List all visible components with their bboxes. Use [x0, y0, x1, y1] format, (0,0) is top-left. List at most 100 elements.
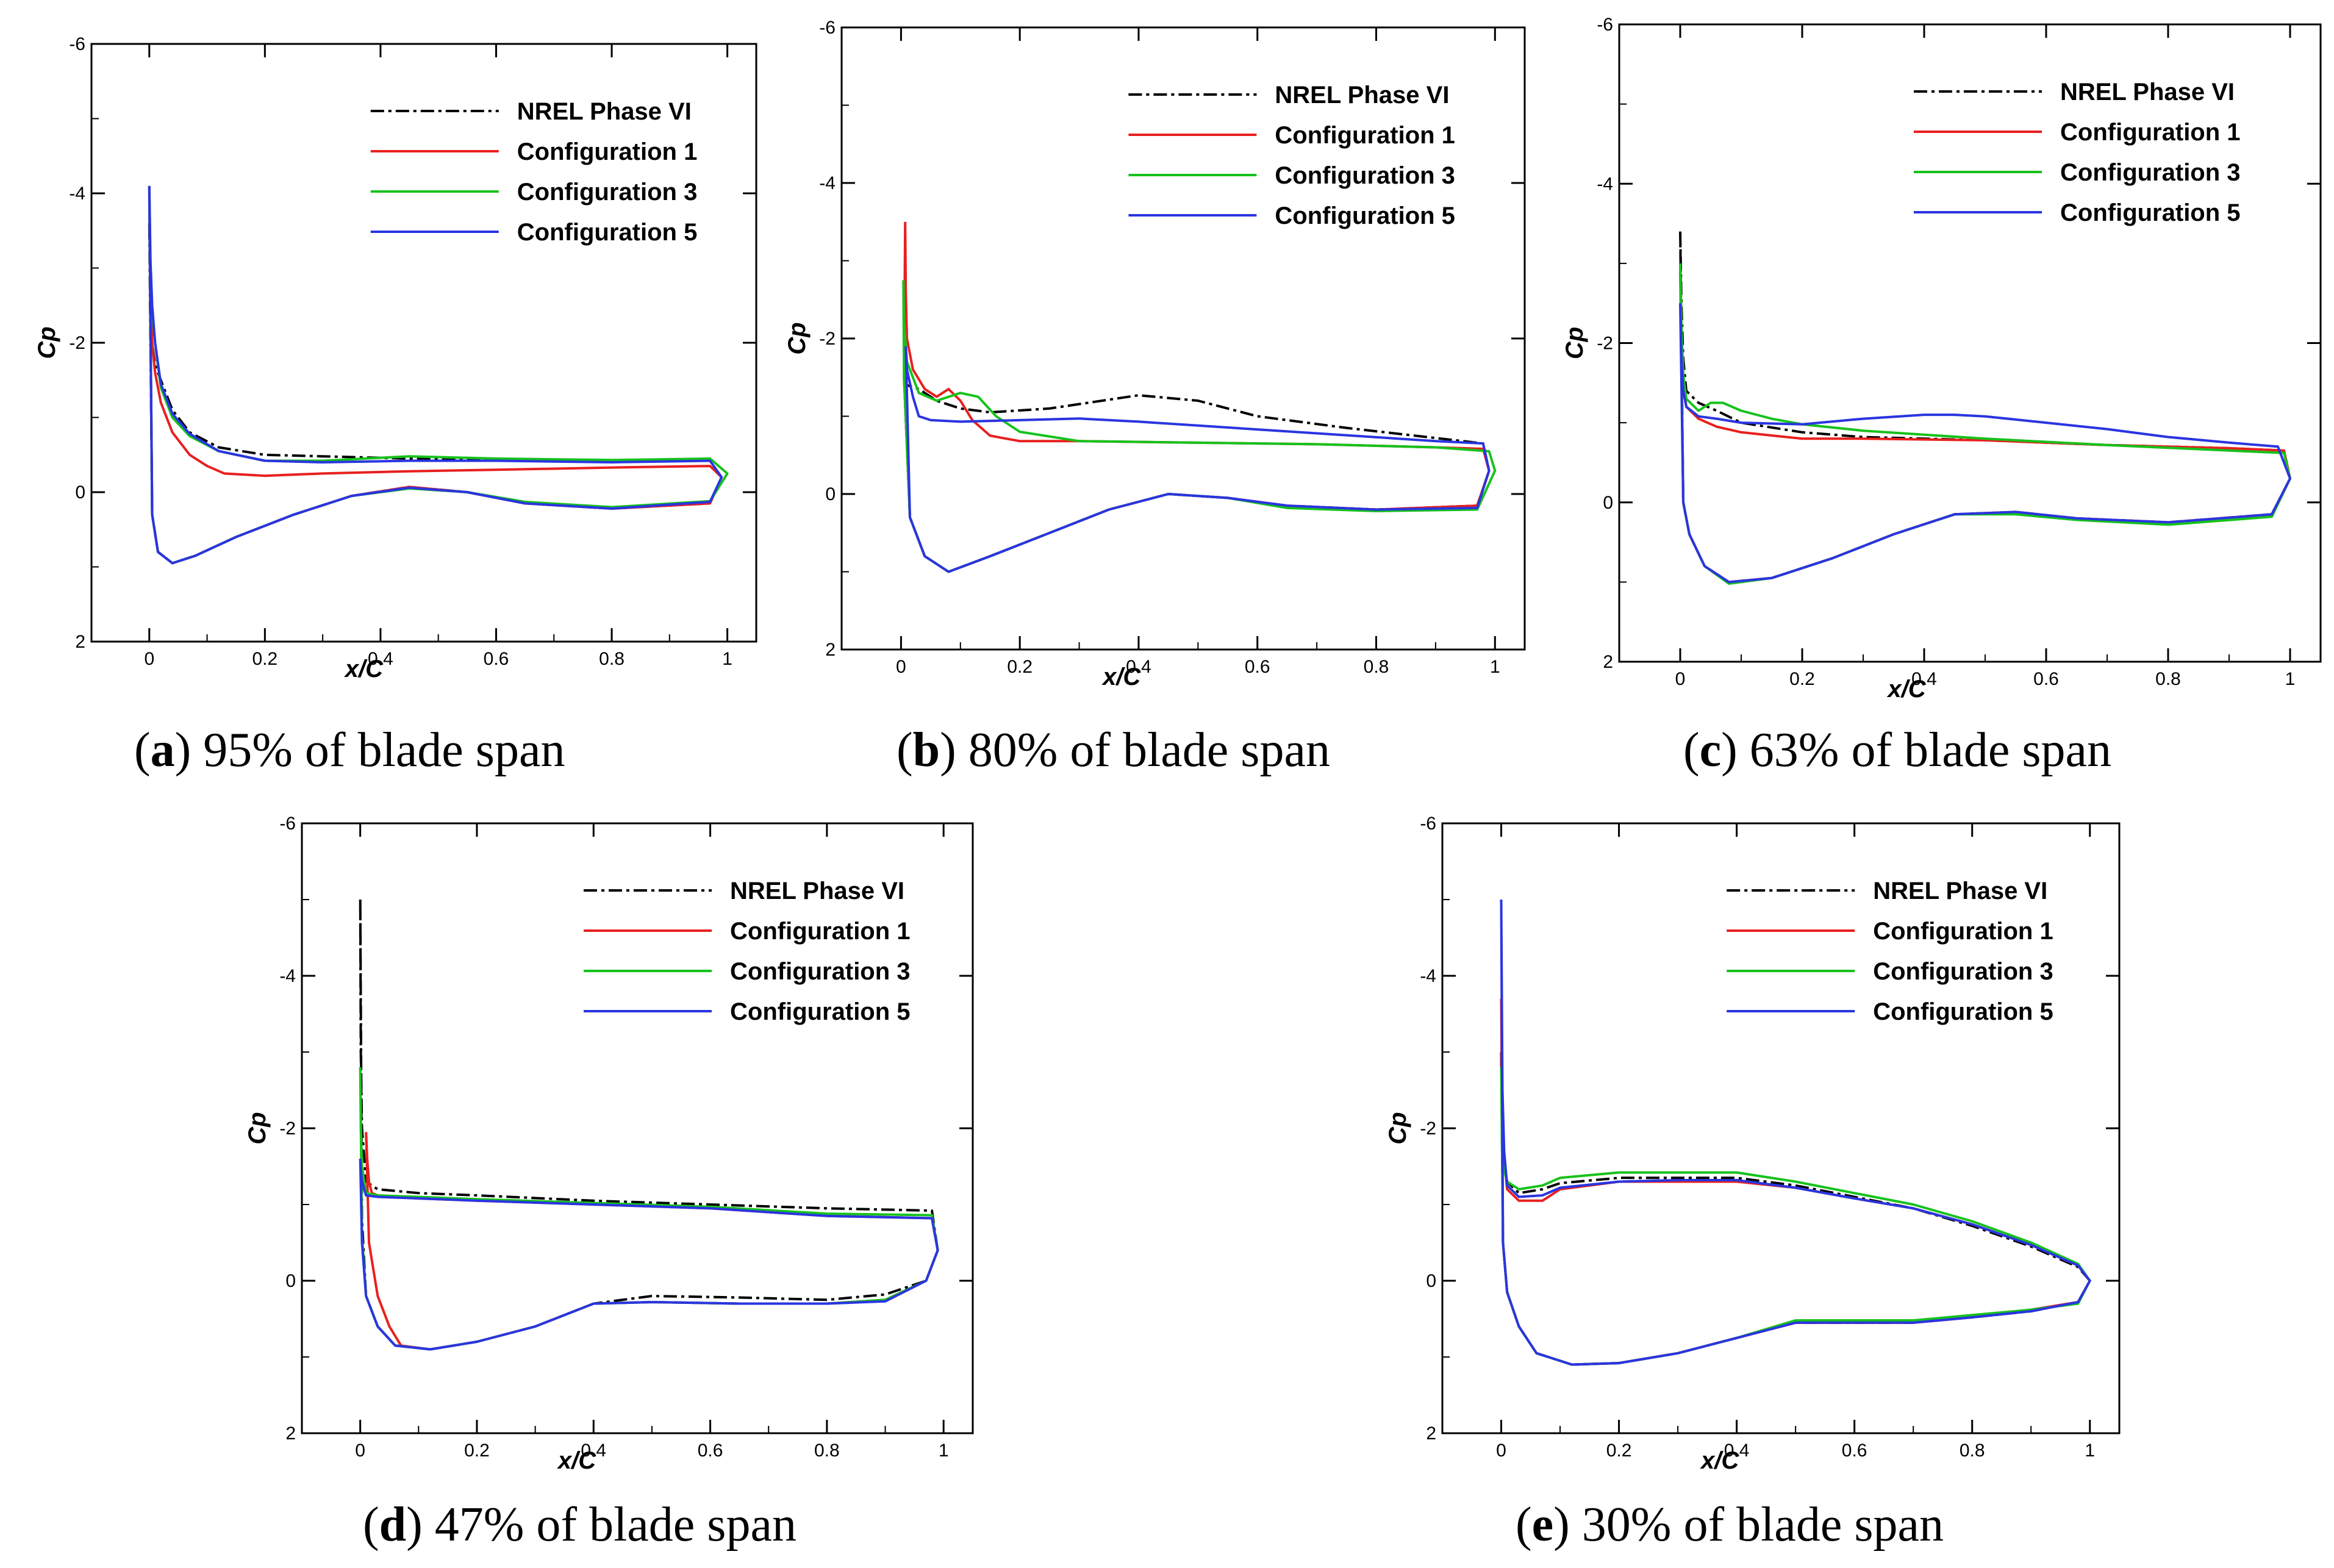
legend-label-cfg1: Configuration 1	[1873, 918, 2053, 945]
y-tick-label: -6	[69, 34, 85, 54]
y-tick-label: -2	[279, 1119, 296, 1139]
y-tick-label: 0	[1426, 1271, 1436, 1291]
legend-label-nrel: NREL Phase VI	[730, 878, 904, 904]
series-line-cfg5	[1500, 899, 2091, 1366]
plot-frame	[840, 26, 1526, 651]
x-tick-label: 0.2	[252, 649, 277, 669]
y-tick-label: -4	[1420, 966, 1436, 986]
series-line-cfg5	[904, 346, 1491, 573]
legend-label-cfg3: Configuration 3	[2060, 159, 2241, 186]
x-tick-label: 1	[939, 1441, 949, 1461]
y-tick-label: 0	[1603, 493, 1613, 513]
caption-d: (d) 47% of blade span	[363, 1498, 796, 1552]
x-tick-label: 0	[896, 657, 906, 677]
caption-text: 47% of blade span	[422, 1498, 796, 1552]
x-tick-label: 0.4	[581, 1441, 606, 1461]
x-tick-label: 1	[2285, 669, 2296, 689]
y-tick-label: -2	[69, 333, 85, 353]
x-tick-label: 1	[722, 649, 732, 669]
caption-letter: c	[1699, 723, 1722, 777]
legend-label-nrel: NREL Phase VI	[1275, 82, 1449, 109]
series-line-nrel	[1500, 1051, 2091, 1366]
x-tick-label: 0.2	[1007, 657, 1033, 677]
caption-letter: a	[150, 723, 175, 777]
y-tick-label: 2	[285, 1423, 296, 1444]
x-tick-label: 0.8	[2155, 669, 2181, 689]
y-tick-label: 0	[75, 482, 85, 503]
y-tick-label: -6	[1420, 814, 1436, 834]
caption-text: 80% of blade span	[956, 723, 1330, 777]
legend-label-cfg5: Configuration 5	[730, 998, 911, 1025]
x-axis-label: x/C	[1886, 676, 1926, 703]
y-tick-label: 2	[1426, 1423, 1436, 1444]
legend-label-cfg3: Configuration 3	[517, 179, 698, 206]
chart-panel-c: -6 -4 -2 0 2 0 0.2 0.4 0.6 0.8 1 x/C Cp NREL Phase VI…	[1561, 15, 2322, 703]
legend-label-nrel: NREL Phase VI	[517, 98, 692, 125]
x-tick-label: 0.8	[814, 1441, 840, 1461]
legend-label-cfg1: Configuration 1	[1275, 122, 1455, 149]
caption-text: 63% of blade span	[1737, 723, 2111, 777]
x-axis-label: x/C	[344, 656, 384, 682]
caption-letter: e	[1531, 1498, 1554, 1552]
caption-letter: b	[912, 723, 940, 777]
y-tick-label: 0	[825, 484, 836, 504]
y-axis-label: Cp	[784, 322, 811, 354]
x-tick-label: 0.4	[1724, 1441, 1750, 1461]
x-tick-label: 0.6	[1245, 657, 1270, 677]
legend-label-cfg3: Configuration 3	[730, 958, 911, 985]
y-tick-label: -4	[69, 184, 85, 204]
chart-panel-b: -6 -4 -2 0 2 0 0.2 0.4 0.6 0.8 1 x/C Cp NREL Phase VI…	[784, 18, 1526, 690]
series-line-nrel	[1679, 231, 2291, 584]
x-tick-label: 0.6	[484, 649, 509, 669]
x-tick-label: 0.2	[1789, 669, 1815, 689]
x-axis-label: x/C	[1101, 664, 1141, 690]
series-line-cfg5	[359, 1158, 939, 1351]
caption-text: 95% of blade span	[191, 723, 565, 777]
legend-label-cfg3: Configuration 3	[1275, 162, 1455, 189]
y-axis-label: Cp	[34, 326, 60, 359]
y-tick-label: -2	[819, 329, 836, 349]
x-tick-label: 0.8	[1364, 657, 1389, 677]
y-axis-label: Cp	[244, 1112, 271, 1144]
x-tick-label: 0	[355, 1441, 365, 1461]
y-tick-label: 2	[1603, 652, 1613, 672]
legend-label-nrel: NREL Phase VI	[1873, 878, 2047, 904]
x-tick-label: 0.6	[1842, 1441, 1867, 1461]
series-line-nrel	[903, 377, 1491, 573]
legend-label-nrel: NREL Phase VI	[2060, 79, 2235, 106]
x-axis-label: x/C	[557, 1447, 596, 1474]
x-tick-label: 0.4	[368, 649, 393, 669]
x-axis-label: x/C	[1700, 1447, 1739, 1474]
legend-label-cfg5: Configuration 5	[517, 219, 698, 246]
caption-letter: d	[379, 1498, 407, 1552]
legend-label-cfg5: Configuration 5	[2060, 199, 2241, 226]
caption-e: (e) 30% of blade span	[1516, 1498, 1944, 1552]
y-tick-label: 0	[285, 1271, 296, 1291]
legend-label-cfg3: Configuration 3	[1873, 958, 2053, 985]
y-tick-label: -2	[1597, 334, 1613, 354]
x-tick-label: 0.6	[2033, 669, 2059, 689]
y-axis-label: Cp	[1561, 327, 1588, 359]
series-line-cfg5	[148, 185, 723, 565]
chart-panel-e: -6 -4 -2 0 2 0 0.2 0.4 0.6 0.8 1 x/C Cp NREL Phase VI…	[1384, 814, 2121, 1474]
x-tick-label: 0.2	[1606, 1441, 1632, 1461]
y-tick-label: -6	[1597, 15, 1613, 35]
plot-frame	[90, 43, 757, 643]
y-tick-label: -6	[819, 18, 836, 38]
plot-frame	[301, 822, 974, 1434]
chart-panel-d: -6 -4 -2 0 2 0 0.2 0.4 0.6 0.8 1 x/C Cp NREL Phase VI…	[244, 814, 974, 1474]
x-tick-label: 0.8	[599, 649, 625, 669]
x-tick-label: 0.2	[464, 1441, 490, 1461]
x-tick-label: 0	[1675, 669, 1686, 689]
legend-label-cfg1: Configuration 1	[730, 918, 911, 945]
chart-panel-a: -6 -4 -2 0 2 0 0.2 0.4 0.6 0.8 1 x/C Cp NREL Phase VI…	[34, 34, 757, 682]
y-tick-label: -6	[279, 814, 296, 834]
y-tick-label: -2	[1420, 1119, 1436, 1139]
x-tick-label: 0.4	[1126, 657, 1151, 677]
legend-label-cfg5: Configuration 5	[1275, 202, 1455, 229]
legend-label-cfg5: Configuration 5	[1873, 998, 2053, 1025]
plot-frame	[1441, 822, 2121, 1434]
x-tick-label: 1	[2085, 1441, 2095, 1461]
y-tick-label: -4	[819, 173, 836, 193]
legend-label-cfg1: Configuration 1	[2060, 119, 2241, 146]
